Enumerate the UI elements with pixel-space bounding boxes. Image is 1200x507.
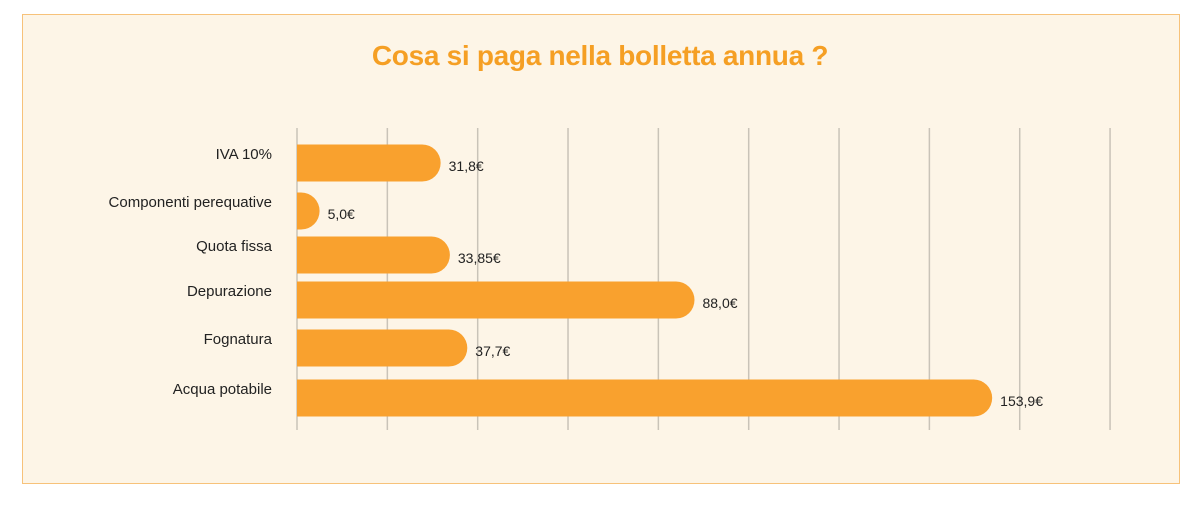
category-label: Acqua potabile xyxy=(173,381,272,398)
category-label: Fognatura xyxy=(204,331,273,348)
category-label: Depurazione xyxy=(187,283,272,300)
bar xyxy=(297,192,320,230)
category-label: Componenti perequative xyxy=(109,194,272,211)
value-label: 153,9€ xyxy=(1000,393,1043,409)
value-label: 33,85€ xyxy=(458,250,501,266)
value-label: 88,0€ xyxy=(702,295,737,311)
value-label: 5,0€ xyxy=(328,206,355,222)
bar xyxy=(297,379,993,417)
bar xyxy=(297,329,468,367)
bar xyxy=(297,144,441,182)
category-label: Quota fissa xyxy=(196,238,273,255)
bars xyxy=(297,144,993,417)
value-label: 37,7€ xyxy=(475,343,510,359)
bar xyxy=(297,236,450,274)
chart-title: Cosa si paga nella bolletta annua ? xyxy=(371,40,829,71)
labels: IVA 10% 31,8€ Componenti perequative 5,0€ Qu… xyxy=(109,146,1044,409)
category-label: IVA 10% xyxy=(216,146,272,163)
value-label: 31,8€ xyxy=(449,158,484,174)
bar xyxy=(297,281,695,319)
